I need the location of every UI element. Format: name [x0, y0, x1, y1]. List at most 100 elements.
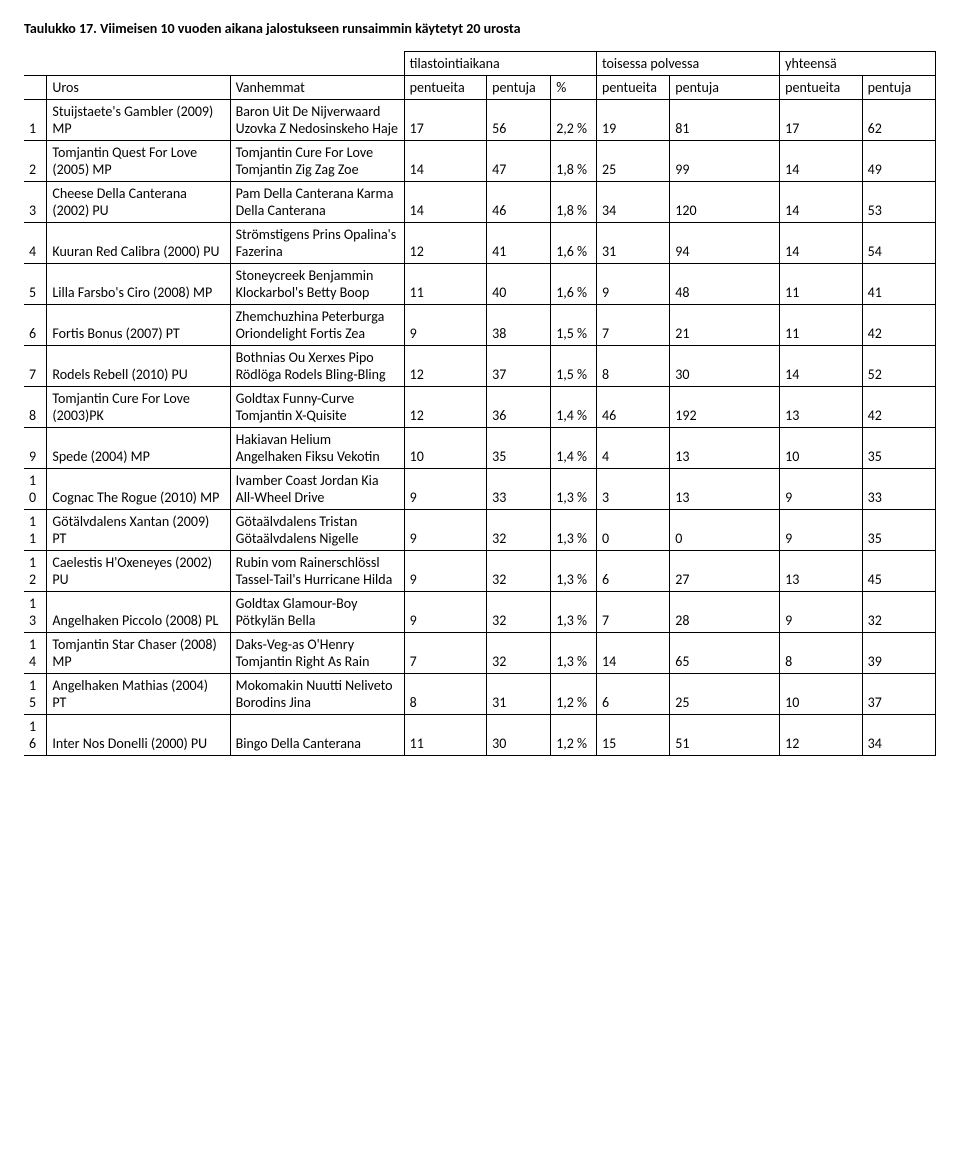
cell-pentueita: 12 [404, 387, 486, 428]
table-header-row-1: tilastointiaikana toisessa polvessa yhte… [24, 52, 936, 76]
cell-pentueita-2: 7 [596, 305, 669, 346]
cell-pentueita-3: 10 [780, 674, 862, 715]
cell-percent: 1,2 % [551, 674, 597, 715]
table-header-row-2: Uros Vanhemmat pentueita pentuja % pentu… [24, 76, 936, 100]
header-pentueita-2: pentueita [596, 76, 669, 100]
cell-pentueita-3: 13 [780, 551, 862, 592]
cell-pentueita: 17 [404, 100, 486, 141]
table-row: 10Cognac The Rogue (2010) MPIvamber Coas… [24, 469, 936, 510]
row-index: 6 [24, 305, 47, 346]
cell-pentuja-2: 120 [670, 182, 780, 223]
cell-pentueita-2: 8 [596, 346, 669, 387]
cell-pentueita: 9 [404, 510, 486, 551]
row-index: 2 [24, 141, 47, 182]
cell-pentueita-2: 9 [596, 264, 669, 305]
cell-pentueita: 12 [404, 346, 486, 387]
cell-pentueita: 11 [404, 264, 486, 305]
cell-pentueita-2: 19 [596, 100, 669, 141]
cell-uros: Angelhaken Piccolo (2008) PL [47, 592, 230, 633]
cell-pentuja-3: 42 [862, 305, 935, 346]
cell-vanhemmat: Pam Della Canterana Karma Della Canteran… [230, 182, 404, 223]
cell-pentuja-3: 35 [862, 428, 935, 469]
cell-percent: 1,5 % [551, 305, 597, 346]
header-pentuja: pentuja [487, 76, 551, 100]
cell-percent: 1,3 % [551, 510, 597, 551]
cell-vanhemmat: Stoneycreek Benjammin Klockarbol's Betty… [230, 264, 404, 305]
cell-pentuja-2: 192 [670, 387, 780, 428]
header-pentuja-3: pentuja [862, 76, 935, 100]
cell-pentuja-3: 35 [862, 510, 935, 551]
row-index: 8 [24, 387, 47, 428]
cell-pentuja-2: 65 [670, 633, 780, 674]
cell-pentuja-3: 41 [862, 264, 935, 305]
cell-pentuja-3: 62 [862, 100, 935, 141]
cell-pentuja-3: 32 [862, 592, 935, 633]
cell-pentueita: 11 [404, 715, 486, 756]
cell-pentuja-3: 39 [862, 633, 935, 674]
cell-percent: 1,3 % [551, 633, 597, 674]
cell-pentuja: 37 [487, 346, 551, 387]
cell-percent: 1,4 % [551, 428, 597, 469]
cell-uros: Inter Nos Donelli (2000) PU [47, 715, 230, 756]
table-row: 3Cheese Della Canterana (2002) PUPam Del… [24, 182, 936, 223]
cell-percent: 1,2 % [551, 715, 597, 756]
cell-vanhemmat: Hakiavan Helium Angelhaken Fiksu Vekotin [230, 428, 404, 469]
row-index: 15 [24, 674, 47, 715]
cell-pentuja-3: 54 [862, 223, 935, 264]
table-row: 6Fortis Bonus (2007) PTZhemchuzhina Pete… [24, 305, 936, 346]
table-row: 8Tomjantin Cure For Love (2003)PKGoldtax… [24, 387, 936, 428]
cell-vanhemmat: Tomjantin Cure For Love Tomjantin Zig Za… [230, 141, 404, 182]
cell-pentueita-3: 9 [780, 510, 862, 551]
cell-pentueita: 8 [404, 674, 486, 715]
cell-percent: 2,2 % [551, 100, 597, 141]
header-vanhemmat: Vanhemmat [230, 76, 404, 100]
cell-percent: 1,3 % [551, 469, 597, 510]
cell-pentuja-2: 13 [670, 428, 780, 469]
cell-uros: Cheese Della Canterana (2002) PU [47, 182, 230, 223]
cell-pentuja: 32 [487, 510, 551, 551]
table-row: 15Angelhaken Mathias (2004) PTMokomakin … [24, 674, 936, 715]
row-index: 14 [24, 633, 47, 674]
cell-pentuja-3: 33 [862, 469, 935, 510]
row-index: 13 [24, 592, 47, 633]
cell-pentueita: 12 [404, 223, 486, 264]
cell-vanhemmat: Daks-Veg-as O'Henry Tomjantin Right As R… [230, 633, 404, 674]
cell-pentueita-3: 13 [780, 387, 862, 428]
cell-pentuja-3: 37 [862, 674, 935, 715]
cell-pentuja-2: 0 [670, 510, 780, 551]
cell-vanhemmat: Bingo Della Canterana [230, 715, 404, 756]
cell-pentueita-3: 11 [780, 305, 862, 346]
cell-pentuja-2: 13 [670, 469, 780, 510]
header-pentuja-2: pentuja [670, 76, 780, 100]
cell-pentuja: 56 [487, 100, 551, 141]
cell-pentueita-2: 34 [596, 182, 669, 223]
cell-uros: Tomjantin Cure For Love (2003)PK [47, 387, 230, 428]
cell-pentuja-2: 25 [670, 674, 780, 715]
cell-vanhemmat: Goldtax Glamour-Boy Pötkylän Bella [230, 592, 404, 633]
cell-pentuja-2: 81 [670, 100, 780, 141]
cell-pentueita-3: 14 [780, 346, 862, 387]
cell-uros: Cognac The Rogue (2010) MP [47, 469, 230, 510]
cell-pentueita-3: 9 [780, 592, 862, 633]
cell-pentuja: 46 [487, 182, 551, 223]
cell-pentuja: 32 [487, 551, 551, 592]
cell-pentueita-2: 15 [596, 715, 669, 756]
cell-pentueita: 9 [404, 469, 486, 510]
cell-pentuja-3: 49 [862, 141, 935, 182]
cell-pentueita-2: 31 [596, 223, 669, 264]
cell-pentuja-2: 28 [670, 592, 780, 633]
page-title: Taulukko 17. Viimeisen 10 vuoden aikana … [24, 20, 936, 37]
table-row: 12Caelestis H'Oxeneyes (2002) PURubin vo… [24, 551, 936, 592]
row-index: 1 [24, 100, 47, 141]
cell-pentuja: 47 [487, 141, 551, 182]
row-index: 16 [24, 715, 47, 756]
cell-pentueita-2: 25 [596, 141, 669, 182]
header-percent: % [551, 76, 597, 100]
cell-pentueita-2: 14 [596, 633, 669, 674]
cell-pentueita-3: 17 [780, 100, 862, 141]
header-pentueita: pentueita [404, 76, 486, 100]
cell-percent: 1,3 % [551, 551, 597, 592]
cell-uros: Lilla Farsbo's Ciro (2008) MP [47, 264, 230, 305]
header-yhteensa: yhteensä [780, 52, 936, 76]
cell-pentuja-2: 99 [670, 141, 780, 182]
